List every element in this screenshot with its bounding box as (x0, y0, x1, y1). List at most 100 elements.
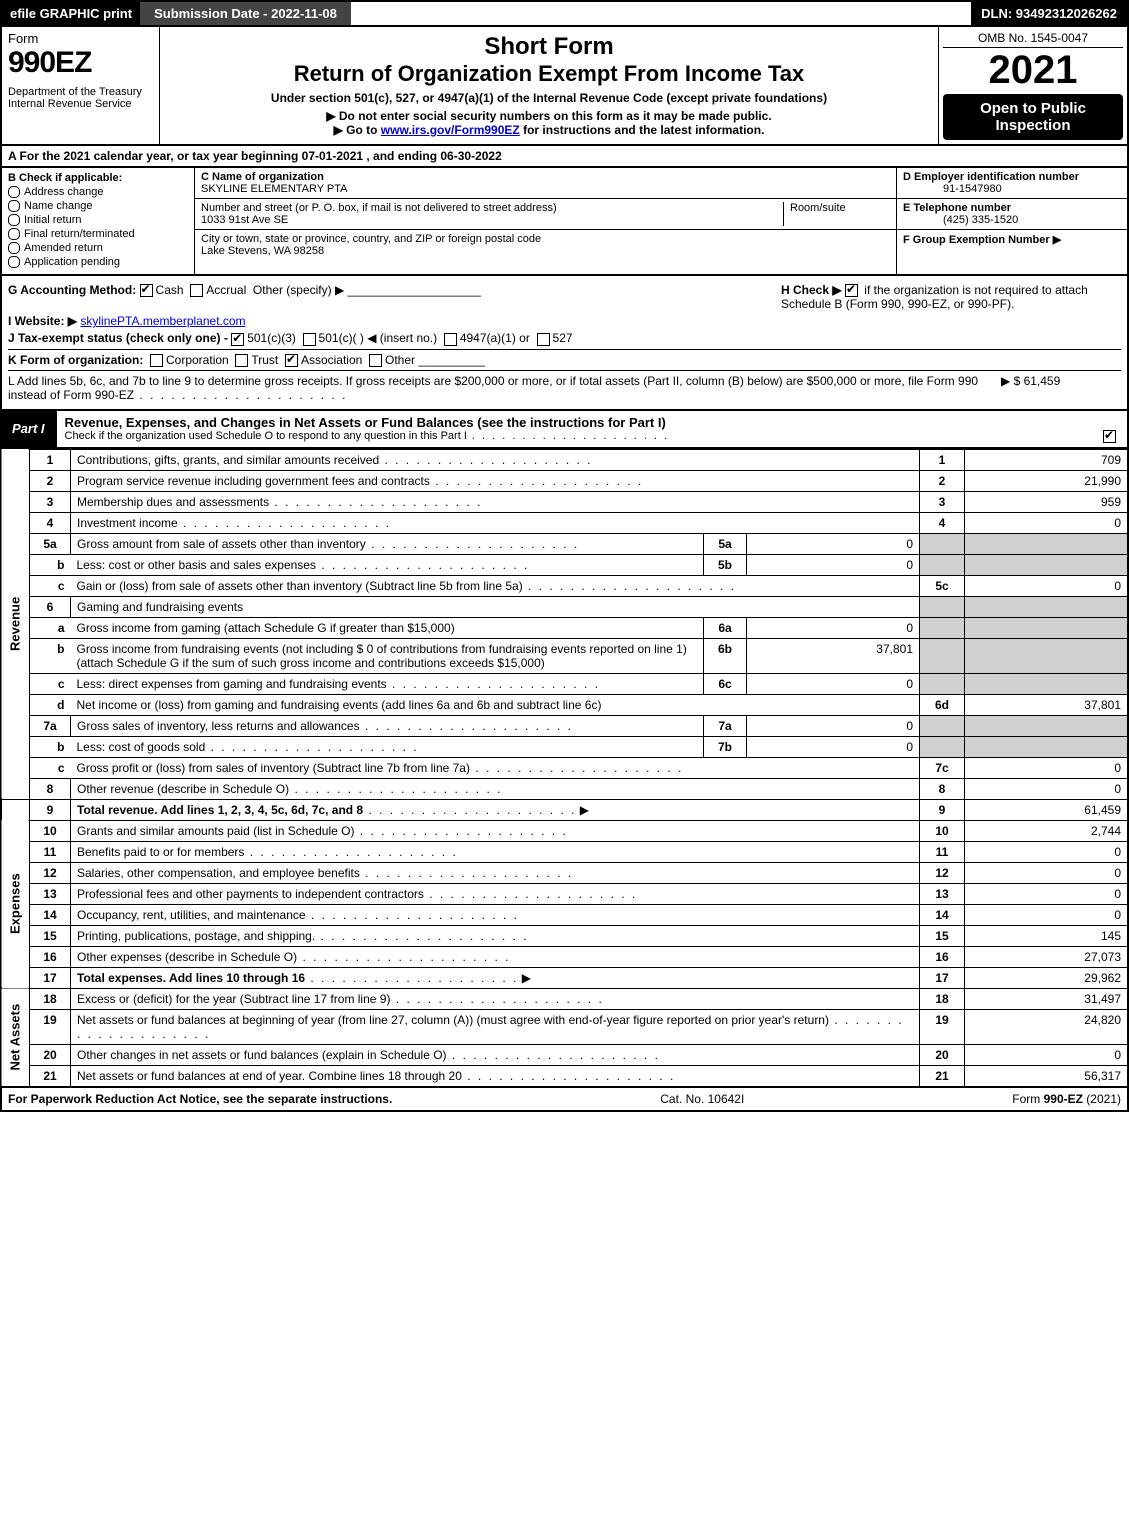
irs-link[interactable]: www.irs.gov/Form990EZ (381, 123, 520, 137)
table-row: a Gross income from gaming (attach Sched… (1, 617, 1128, 638)
h-label: H Check ▶ (781, 283, 842, 297)
chk-accrual[interactable] (190, 284, 203, 297)
g-label: G Accounting Method: (8, 283, 136, 297)
omb-number: OMB No. 1545-0047 (943, 31, 1123, 48)
chk-trust[interactable] (235, 354, 248, 367)
chk-application-pending[interactable]: Application pending (8, 256, 188, 268)
chk-501c[interactable] (303, 333, 316, 346)
revenue-side-label: Revenue (1, 449, 30, 799)
table-row: b Gross income from fundraising events (… (1, 638, 1128, 673)
table-row: 4 Investment income 4 0 (1, 512, 1128, 533)
table-row: 17 Total expenses. Add lines 10 through … (1, 967, 1128, 988)
chk-501c3[interactable] (231, 333, 244, 346)
dln-label: DLN: 93492312026262 (971, 2, 1127, 25)
open-to-public-badge: Open to Public Inspection (943, 94, 1123, 140)
section-a-text: A For the 2021 calendar year, or tax yea… (8, 149, 502, 163)
tax-year: 2021 (943, 48, 1123, 92)
chk-initial-return[interactable]: Initial return (8, 214, 188, 226)
top-bar: efile GRAPHIC print Submission Date - 20… (0, 0, 1129, 27)
table-row: b Less: cost or other basis and sales ex… (1, 554, 1128, 575)
chk-address-change[interactable]: Address change (8, 186, 188, 198)
form-header: Form 990EZ Department of the Treasury In… (0, 27, 1129, 146)
part1-header: Part I Revenue, Expenses, and Changes in… (0, 411, 1129, 449)
submission-date-label: Submission Date - 2022-11-08 (140, 2, 351, 25)
table-row: 12 Salaries, other compensation, and emp… (1, 862, 1128, 883)
chk-corp[interactable] (150, 354, 163, 367)
form-word: Form (8, 31, 153, 46)
header-left: Form 990EZ Department of the Treasury In… (2, 27, 160, 144)
checkbox-icon (8, 186, 20, 198)
chk-other[interactable] (369, 354, 382, 367)
table-row: 13 Professional fees and other payments … (1, 883, 1128, 904)
group-exemption-label: F Group Exemption Number ▶ (903, 234, 1061, 246)
info-grid: B Check if applicable: Address change Na… (0, 168, 1129, 276)
efile-print-label[interactable]: efile GRAPHIC print (2, 2, 140, 25)
table-row: 16 Other expenses (describe in Schedule … (1, 946, 1128, 967)
table-row: 3 Membership dues and assessments 3 959 (1, 491, 1128, 512)
cat-no: Cat. No. 10642I (660, 1092, 744, 1106)
website-link[interactable]: skylinePTA.memberplanet.com (80, 314, 245, 328)
table-row: 5a Gross amount from sale of assets othe… (1, 533, 1128, 554)
checkbox-icon (8, 242, 20, 254)
table-row: b Less: cost of goods sold 7b 0 (1, 736, 1128, 757)
lines-g-l: G Accounting Method: Cash Accrual Other … (0, 276, 1129, 411)
street-label: Number and street (or P. O. box, if mail… (201, 202, 557, 214)
checkbox-icon (8, 214, 20, 226)
goto-instructions: ▶ Go to www.irs.gov/Form990EZ for instru… (170, 123, 928, 137)
table-row: c Less: direct expenses from gaming and … (1, 673, 1128, 694)
chk-schedule-o[interactable] (1103, 430, 1116, 443)
line-h: H Check ▶ if the organization is not req… (781, 283, 1121, 311)
section-a-tax-year: A For the 2021 calendar year, or tax yea… (0, 146, 1129, 168)
chk-final-return[interactable]: Final return/terminated (8, 228, 188, 240)
line-desc: Contributions, gifts, grants, and simila… (71, 449, 920, 470)
chk-527[interactable] (537, 333, 550, 346)
l-text: L Add lines 5b, 6c, and 7b to line 9 to … (8, 374, 1001, 402)
line-i: I Website: ▶ skylinePTA.memberplanet.com (8, 314, 1121, 328)
table-row: d Net income or (loss) from gaming and f… (1, 694, 1128, 715)
do-not-enter-ssn: ▶ Do not enter social security numbers o… (170, 109, 928, 123)
k-label: K Form of organization: (8, 353, 143, 367)
chk-assoc[interactable] (285, 354, 298, 367)
line-l: L Add lines 5b, 6c, and 7b to line 9 to … (8, 370, 1121, 402)
part1-table: Revenue 1 Contributions, gifts, grants, … (0, 449, 1129, 1088)
table-row: Net Assets 18 Excess or (deficit) for th… (1, 988, 1128, 1009)
checkbox-icon (8, 200, 20, 212)
chk-cash[interactable] (140, 284, 153, 297)
expenses-side-label: Expenses (1, 820, 30, 988)
short-form-title: Short Form (170, 33, 928, 61)
header-center: Short Form Return of Organization Exempt… (160, 27, 939, 144)
chk-4947[interactable] (444, 333, 457, 346)
l-amount: ▶ $ 61,459 (1001, 374, 1121, 402)
netassets-side-label: Net Assets (1, 988, 30, 1087)
ein-label: D Employer identification number (903, 171, 1079, 183)
ein: 91-1547980 (903, 183, 1002, 195)
table-row: Expenses 10 Grants and similar amounts p… (1, 820, 1128, 841)
under-section: Under section 501(c), 527, or 4947(a)(1)… (170, 91, 928, 105)
line-value: 709 (965, 449, 1129, 470)
org-name-label: C Name of organization (201, 171, 324, 183)
city: Lake Stevens, WA 98258 (201, 245, 324, 257)
street: 1033 91st Ave SE (201, 214, 288, 226)
table-row: 8 Other revenue (describe in Schedule O)… (1, 778, 1128, 799)
table-row: 9 Total revenue. Add lines 1, 2, 3, 4, 5… (1, 799, 1128, 820)
i-label: I Website: ▶ (8, 314, 77, 328)
chk-amended-return[interactable]: Amended return (8, 242, 188, 254)
chk-name-change[interactable]: Name change (8, 200, 188, 212)
paperwork-notice: For Paperwork Reduction Act Notice, see … (8, 1092, 392, 1106)
chk-h[interactable] (845, 284, 858, 297)
j-label: J Tax-exempt status (check only one) - (8, 331, 228, 345)
phone-label: E Telephone number (903, 202, 1011, 214)
table-row: 15 Printing, publications, postage, and … (1, 925, 1128, 946)
table-row: c Gain or (loss) from sale of assets oth… (1, 575, 1128, 596)
phone: (425) 335-1520 (903, 214, 1018, 226)
table-row: 20 Other changes in net assets or fund b… (1, 1044, 1128, 1065)
box-c: C Name of organization SKYLINE ELEMENTAR… (195, 168, 896, 274)
table-row: 2 Program service revenue including gove… (1, 470, 1128, 491)
dept-label: Department of the Treasury (8, 86, 153, 98)
irs-label: Internal Revenue Service (8, 98, 153, 110)
table-row: 14 Occupancy, rent, utilities, and maint… (1, 904, 1128, 925)
part1-tab: Part I (2, 417, 55, 440)
org-name: SKYLINE ELEMENTARY PTA (201, 183, 348, 195)
room-label: Room/suite (790, 202, 846, 214)
line-j: J Tax-exempt status (check only one) - 5… (8, 331, 1121, 345)
